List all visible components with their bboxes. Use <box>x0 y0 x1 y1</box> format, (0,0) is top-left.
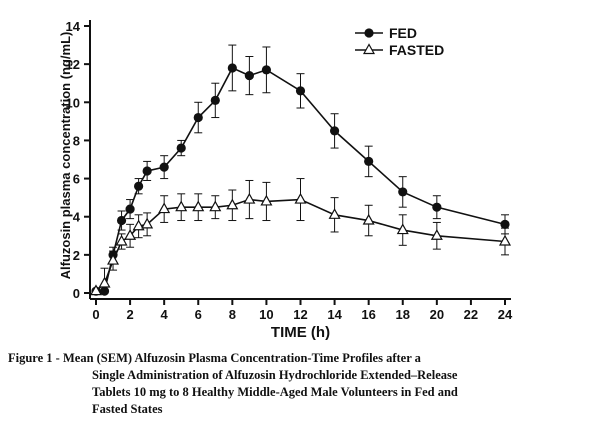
data-point <box>115 234 128 246</box>
data-point <box>89 284 103 296</box>
legend-item: FED <box>355 25 417 41</box>
y-tick-label: 12 <box>66 57 80 72</box>
data-point <box>132 219 145 231</box>
caption-line-4: Fasted States <box>92 402 163 416</box>
series-fed <box>91 44 510 296</box>
figure-caption: Figure 1 - Mean (SEM) Alfuzosin Plasma C… <box>8 350 584 418</box>
data-point <box>364 156 374 167</box>
x-tick-label: 2 <box>126 307 133 322</box>
y-tick-label: 14 <box>66 19 81 34</box>
data-point <box>261 65 272 75</box>
data-point <box>398 187 408 197</box>
x-axis-label: TIME (h) <box>271 324 330 341</box>
data-point <box>192 200 205 212</box>
data-point <box>362 213 375 225</box>
data-point <box>498 234 512 246</box>
x-tick-label: 6 <box>195 307 202 322</box>
data-point <box>210 95 220 105</box>
legend-marker <box>362 43 376 55</box>
data-point <box>176 143 186 153</box>
data-point <box>193 112 203 123</box>
chart-axes <box>89 20 511 300</box>
data-point <box>329 126 340 136</box>
x-tick-label: 4 <box>161 307 169 322</box>
data-point <box>294 192 307 204</box>
chart-series <box>89 44 512 296</box>
y-tick-label: 8 <box>73 133 80 148</box>
data-point <box>227 63 237 73</box>
caption-line-1: Figure 1 - Mean (SEM) Alfuzosin Plasma C… <box>8 351 421 365</box>
data-point <box>175 200 188 212</box>
data-point <box>295 86 306 96</box>
data-point <box>116 215 127 226</box>
legend-label: FASTED <box>389 42 444 58</box>
x-tick-label: 12 <box>293 307 307 322</box>
data-point <box>141 217 154 229</box>
data-point <box>432 202 442 212</box>
data-point <box>500 219 510 229</box>
data-point <box>134 181 144 191</box>
data-point <box>159 162 169 172</box>
x-tick-label: 16 <box>361 307 375 322</box>
data-point <box>243 192 256 204</box>
y-tick-label: 2 <box>73 248 80 263</box>
y-tick-label: 0 <box>73 286 80 301</box>
data-point <box>124 229 137 240</box>
data-point <box>125 204 135 214</box>
data-point <box>226 198 239 210</box>
data-point <box>107 253 120 265</box>
x-tick-label: 8 <box>229 307 236 322</box>
x-tick-label: 0 <box>92 307 99 322</box>
x-tick-label: 10 <box>259 307 273 322</box>
series-fasted <box>89 178 512 296</box>
x-tick-label: 22 <box>464 307 478 322</box>
x-tick-label: 14 <box>327 307 342 322</box>
x-tick-label: 20 <box>430 307 444 322</box>
caption-line-3: Tablets 10 mg to 8 Healthy Middle-Aged M… <box>92 385 458 399</box>
x-tick-label: 18 <box>396 307 410 322</box>
y-tick-label: 10 <box>66 95 80 110</box>
data-point <box>142 166 152 176</box>
y-tick-label: 4 <box>73 210 81 225</box>
legend-marker <box>364 28 374 38</box>
x-tick-label: 24 <box>498 307 513 322</box>
data-point <box>396 223 409 235</box>
legend-label: FED <box>389 25 417 41</box>
y-axis-label: Alfuzosin plasma concentration (ng/mL) <box>58 32 73 280</box>
data-point <box>430 229 443 240</box>
caption-line-2: Single Administration of Alfuzosin Hydro… <box>92 368 458 382</box>
data-point <box>158 202 171 214</box>
data-point <box>260 194 273 206</box>
y-tick-label: 6 <box>73 172 80 187</box>
data-point <box>209 200 222 212</box>
data-point <box>244 70 254 81</box>
legend-item: FASTED <box>355 42 444 58</box>
data-point <box>328 208 341 219</box>
data-point <box>98 276 111 288</box>
